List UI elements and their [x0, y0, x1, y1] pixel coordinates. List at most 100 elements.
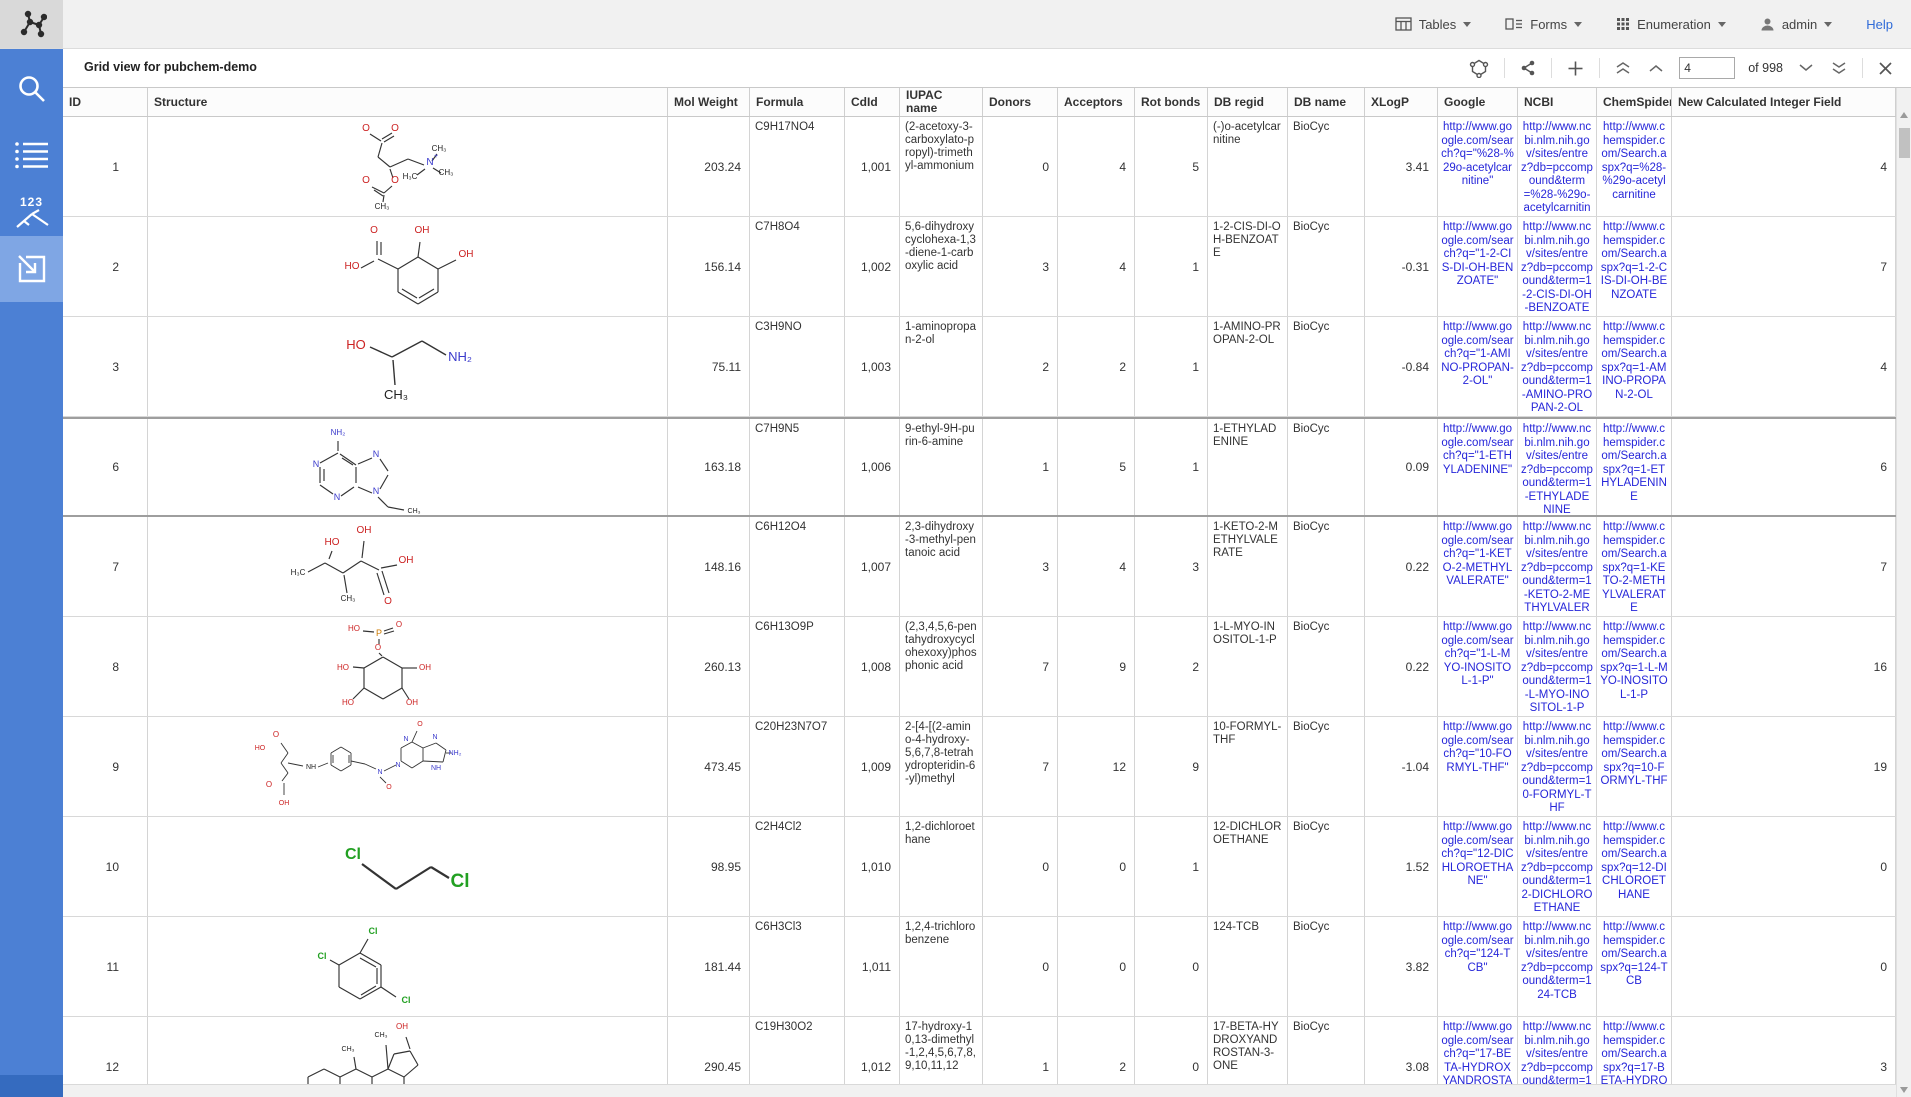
- cell-google-link[interactable]: http://www.google.com/search?q="124-TCB": [1438, 917, 1518, 1016]
- cell-google-link[interactable]: http://www.google.com/search?q="12-DICHL…: [1438, 817, 1518, 916]
- table-row[interactable]: 2 OH OH HO O 156.14 C7H8O4 1,002 5,6-dihydr…: [63, 217, 1896, 317]
- cell-chemspider-link[interactable]: http://www.chemspider.com/Search.aspx?q=…: [1597, 117, 1672, 216]
- column-header-mol-weight[interactable]: Mol Weight: [668, 88, 750, 116]
- cell-structure[interactable]: NH₂ N N N N CH₃: [148, 419, 668, 515]
- table-row[interactable]: 6 NH₂ N N N N CH₃ 163.18 C7H9N5 1,006 9-ethyl…: [63, 417, 1896, 517]
- column-header-iupac-name[interactable]: IUPAC name: [900, 88, 983, 116]
- cell-structure[interactable]: O HO O OH NH N O N N N NH NH₂ O: [148, 717, 668, 816]
- cell-structure[interactable]: Cl Cl: [148, 817, 668, 916]
- svg-text:+: +: [434, 153, 438, 160]
- next-record-button[interactable]: [1796, 61, 1816, 75]
- table-row[interactable]: 9 O HO O OH NH N O N N N NH NH₂ O 473.45 C20H23N7O7 …: [63, 717, 1896, 817]
- cell-ncbi-link[interactable]: http://www.ncbi.nlm.nih.gov/sites/entrez…: [1518, 817, 1597, 916]
- cell-ncbi-link[interactable]: http://www.ncbi.nlm.nih.gov/sites/entrez…: [1518, 917, 1597, 1016]
- cell-ncbi-link[interactable]: http://www.ncbi.nlm.nih.gov/sites/entrez…: [1518, 617, 1597, 716]
- add-record-button[interactable]: [1565, 58, 1586, 79]
- cell-google-link[interactable]: http://www.google.com/search?q="1-L-MYO-…: [1438, 617, 1518, 716]
- column-header-structure[interactable]: Structure: [148, 88, 668, 116]
- vertical-scrollbar[interactable]: [1896, 88, 1911, 1097]
- cell-rot-bonds: 1: [1135, 419, 1208, 515]
- table-row[interactable]: 12 CH₃ CH₃ OH 290.45 C19H30O2 1,012 17-hyd…: [63, 1017, 1896, 1097]
- last-record-button[interactable]: [1829, 59, 1849, 77]
- help-link[interactable]: Help: [1866, 16, 1893, 32]
- sidebar-item-export[interactable]: [0, 236, 63, 302]
- previous-record-button[interactable]: [1646, 61, 1666, 75]
- column-header-db-name[interactable]: DB name: [1288, 88, 1365, 116]
- cell-chemspider-link[interactable]: http://www.chemspider.com/Search.aspx?q=…: [1597, 617, 1672, 716]
- cell-google-link[interactable]: http://www.google.com/search?q="1-ETHYLA…: [1438, 419, 1518, 515]
- column-header-ncbi[interactable]: NCBI: [1518, 88, 1597, 116]
- column-header-formula[interactable]: Formula: [750, 88, 845, 116]
- menu-tables[interactable]: Tables: [1395, 17, 1472, 32]
- cell-ncbi-link[interactable]: http://www.ncbi.nlm.nih.gov/sites/entrez…: [1518, 517, 1597, 616]
- svg-text:NH₂: NH₂: [449, 750, 462, 757]
- svg-text:CH₃: CH₃: [439, 168, 454, 177]
- cell-chemspider-link[interactable]: http://www.chemspider.com/Search.aspx?q=…: [1597, 717, 1672, 816]
- cell-structure[interactable]: OH OH HO O: [148, 217, 668, 316]
- column-header-db-regid[interactable]: DB regid: [1208, 88, 1288, 116]
- scroll-down-icon[interactable]: [1900, 1087, 1908, 1093]
- cell-structure[interactable]: H₃C HO OH CH₃ O OH: [148, 517, 668, 616]
- column-header-acceptors[interactable]: Acceptors: [1058, 88, 1135, 116]
- cell-ncbi-link[interactable]: http://www.ncbi.nlm.nih.gov/sites/entrez…: [1518, 717, 1597, 816]
- cell-new-calc: 7: [1672, 217, 1896, 316]
- sidebar-item-list[interactable]: [0, 126, 63, 184]
- cell-google-link[interactable]: http://www.google.com/search?q="1-AMINO-…: [1438, 317, 1518, 416]
- menu-admin[interactable]: admin: [1760, 17, 1833, 32]
- cell-new-calc: 3: [1672, 1017, 1896, 1097]
- cell-iupac-name: (2-acetoxy-3-carboxylato-propyl)-trimeth…: [900, 117, 983, 216]
- sidebar-bottom-block: [0, 1075, 63, 1097]
- column-header-cdid[interactable]: CdId: [845, 88, 900, 116]
- column-header-new-calc-field[interactable]: New Calculated Integer Field: [1672, 88, 1896, 116]
- share-button[interactable]: [1518, 58, 1538, 78]
- cell-ncbi-link[interactable]: http://www.ncbi.nlm.nih.gov/sites/entrez…: [1518, 317, 1597, 416]
- svg-text:HO: HO: [345, 261, 360, 272]
- cell-structure[interactable]: Cl Cl Cl: [148, 917, 668, 1016]
- structure-filter-button[interactable]: [1467, 56, 1491, 80]
- cell-google-link[interactable]: http://www.google.com/search?q="1-KETO-2…: [1438, 517, 1518, 616]
- column-header-google[interactable]: Google: [1438, 88, 1518, 116]
- close-view-button[interactable]: [1876, 59, 1895, 78]
- cell-chemspider-link[interactable]: http://www.chemspider.com/Search.aspx?q=…: [1597, 917, 1672, 1016]
- cell-formula: C7H9N5: [750, 419, 845, 515]
- cell-chemspider-link[interactable]: http://www.chemspider.com/Search.aspx?q=…: [1597, 517, 1672, 616]
- menu-enumeration[interactable]: Enumeration: [1616, 17, 1726, 32]
- cell-google-link[interactable]: http://www.google.com/search?q="1-2-CIS-…: [1438, 217, 1518, 316]
- scroll-up-icon[interactable]: [1900, 112, 1908, 118]
- horizontal-scrollbar[interactable]: [63, 1084, 1896, 1097]
- table-row[interactable]: 7 H₃C HO OH CH₃ O OH 148.16 C6H12O4 1,007 2,3…: [63, 517, 1896, 617]
- chevron-down-icon: [1798, 63, 1814, 73]
- table-row[interactable]: 8 HO P O O HO HO OH OH 260.13 C6H13O9P 1,008 (2…: [63, 617, 1896, 717]
- cell-structure[interactable]: HO P O O HO HO OH OH: [148, 617, 668, 716]
- cell-google-link[interactable]: http://www.google.com/search?q="10-FORMY…: [1438, 717, 1518, 816]
- export-icon: [16, 253, 48, 285]
- column-header-donors[interactable]: Donors: [983, 88, 1058, 116]
- sidebar-item-calculations[interactable]: 123: [0, 184, 63, 242]
- app-logo[interactable]: [0, 0, 63, 48]
- cell-chemspider-link[interactable]: http://www.chemspider.com/Search.aspx?q=…: [1597, 419, 1672, 515]
- sidebar-item-search[interactable]: [0, 60, 63, 118]
- cell-ncbi-link[interactable]: http://www.ncbi.nlm.nih.gov/sites/entrez…: [1518, 217, 1597, 316]
- cell-acceptors: 4: [1058, 517, 1135, 616]
- column-header-xlogp[interactable]: XLogP: [1365, 88, 1438, 116]
- cell-formula: C6H12O4: [750, 517, 845, 616]
- cell-google-link[interactable]: http://www.google.com/search?q="%28-%29o…: [1438, 117, 1518, 216]
- cell-chemspider-link[interactable]: http://www.chemspider.com/Search.aspx?q=…: [1597, 317, 1672, 416]
- first-record-button[interactable]: [1613, 59, 1633, 77]
- column-header-rot-bonds[interactable]: Rot bonds: [1135, 88, 1208, 116]
- table-row[interactable]: 10 Cl Cl 98.95 C2H4Cl2 1,010 1,2-dichloro…: [63, 817, 1896, 917]
- table-row[interactable]: 1 O O N + CH₃ CH₃ H₃C O O CH₃ 203.24 C9H17NO4 1,0…: [63, 117, 1896, 217]
- column-header-id[interactable]: ID: [63, 88, 148, 116]
- cell-structure[interactable]: HO NH₂ CH₃: [148, 317, 668, 416]
- cell-chemspider-link[interactable]: http://www.chemspider.com/Search.aspx?q=…: [1597, 217, 1672, 316]
- scrollbar-thumb[interactable]: [1899, 128, 1910, 158]
- table-row[interactable]: 11 Cl Cl Cl 181.44 C6H3Cl3 1,011 1,2,4-tri…: [63, 917, 1896, 1017]
- column-header-chemspider[interactable]: ChemSpider: [1597, 88, 1672, 116]
- record-number-input[interactable]: [1679, 57, 1736, 79]
- cell-structure[interactable]: O O N + CH₃ CH₃ H₃C O O CH₃: [148, 117, 668, 216]
- cell-chemspider-link[interactable]: http://www.chemspider.com/Search.aspx?q=…: [1597, 817, 1672, 916]
- menu-forms[interactable]: Forms: [1505, 17, 1583, 32]
- table-row[interactable]: 3 HO NH₂ CH₃ 75.11 C3H9NO 1,003 1-aminopro…: [63, 317, 1896, 417]
- cell-ncbi-link[interactable]: http://www.ncbi.nlm.nih.gov/sites/entrez…: [1518, 117, 1597, 216]
- cell-ncbi-link[interactable]: http://www.ncbi.nlm.nih.gov/sites/entrez…: [1518, 419, 1597, 515]
